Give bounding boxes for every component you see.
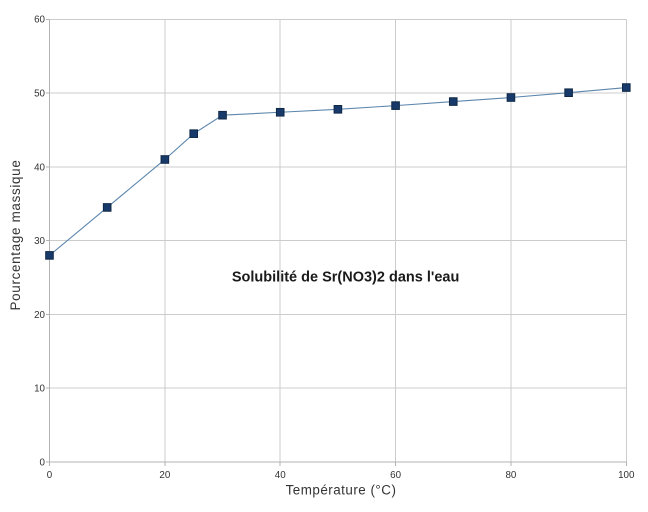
svg-text:0: 0 bbox=[40, 457, 46, 468]
svg-text:40: 40 bbox=[34, 162, 45, 173]
svg-text:40: 40 bbox=[275, 470, 286, 481]
svg-text:10: 10 bbox=[34, 384, 45, 395]
svg-text:60: 60 bbox=[34, 15, 45, 26]
svg-text:20: 20 bbox=[34, 310, 45, 321]
svg-text:60: 60 bbox=[390, 470, 401, 481]
svg-text:Pourcentage massique: Pourcentage massique bbox=[8, 160, 23, 311]
svg-text:Température (°C): Température (°C) bbox=[286, 483, 397, 498]
svg-text:20: 20 bbox=[159, 470, 170, 481]
svg-text:50: 50 bbox=[34, 89, 45, 100]
svg-text:0: 0 bbox=[47, 470, 53, 481]
svg-text:Solubilité de Sr(NO3)2 dans l': Solubilité de Sr(NO3)2 dans l'eau bbox=[232, 269, 459, 285]
svg-text:100: 100 bbox=[618, 470, 635, 481]
svg-text:80: 80 bbox=[505, 470, 516, 481]
svg-text:30: 30 bbox=[34, 236, 45, 247]
